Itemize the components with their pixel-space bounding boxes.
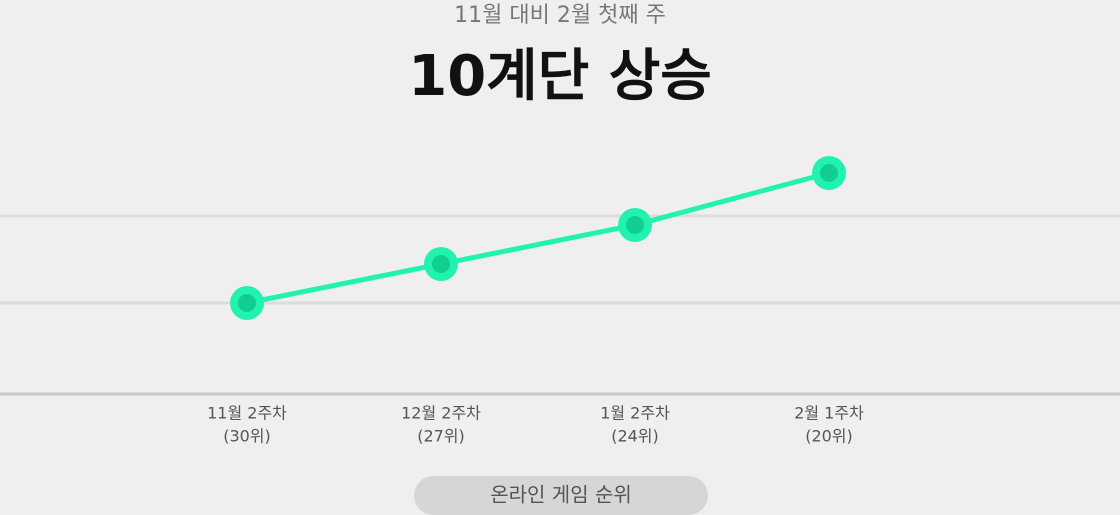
marker-center xyxy=(432,255,450,273)
footer-label: 온라인 게임 순위 xyxy=(490,483,632,507)
x-tick-label: 2월 1주차 xyxy=(794,404,864,423)
marker-center xyxy=(626,216,644,234)
value-label: (30위) xyxy=(223,427,271,446)
value-label: (24위) xyxy=(611,427,659,446)
marker-center xyxy=(820,164,838,182)
x-tick-label: 1월 2주차 xyxy=(600,404,670,423)
marker-center xyxy=(238,294,256,312)
value-label: (20위) xyxy=(805,427,853,446)
line xyxy=(246,170,830,306)
x-tick-label: 12월 2주차 xyxy=(401,404,481,423)
footer-pill xyxy=(414,476,708,515)
chart-title: 10계단 상승 xyxy=(408,44,712,109)
x-tick-label: 11월 2주차 xyxy=(207,404,287,423)
chart-subtitle: 11월 대비 2월 첫째 주 xyxy=(454,3,666,28)
value-label: (27위) xyxy=(417,427,465,446)
